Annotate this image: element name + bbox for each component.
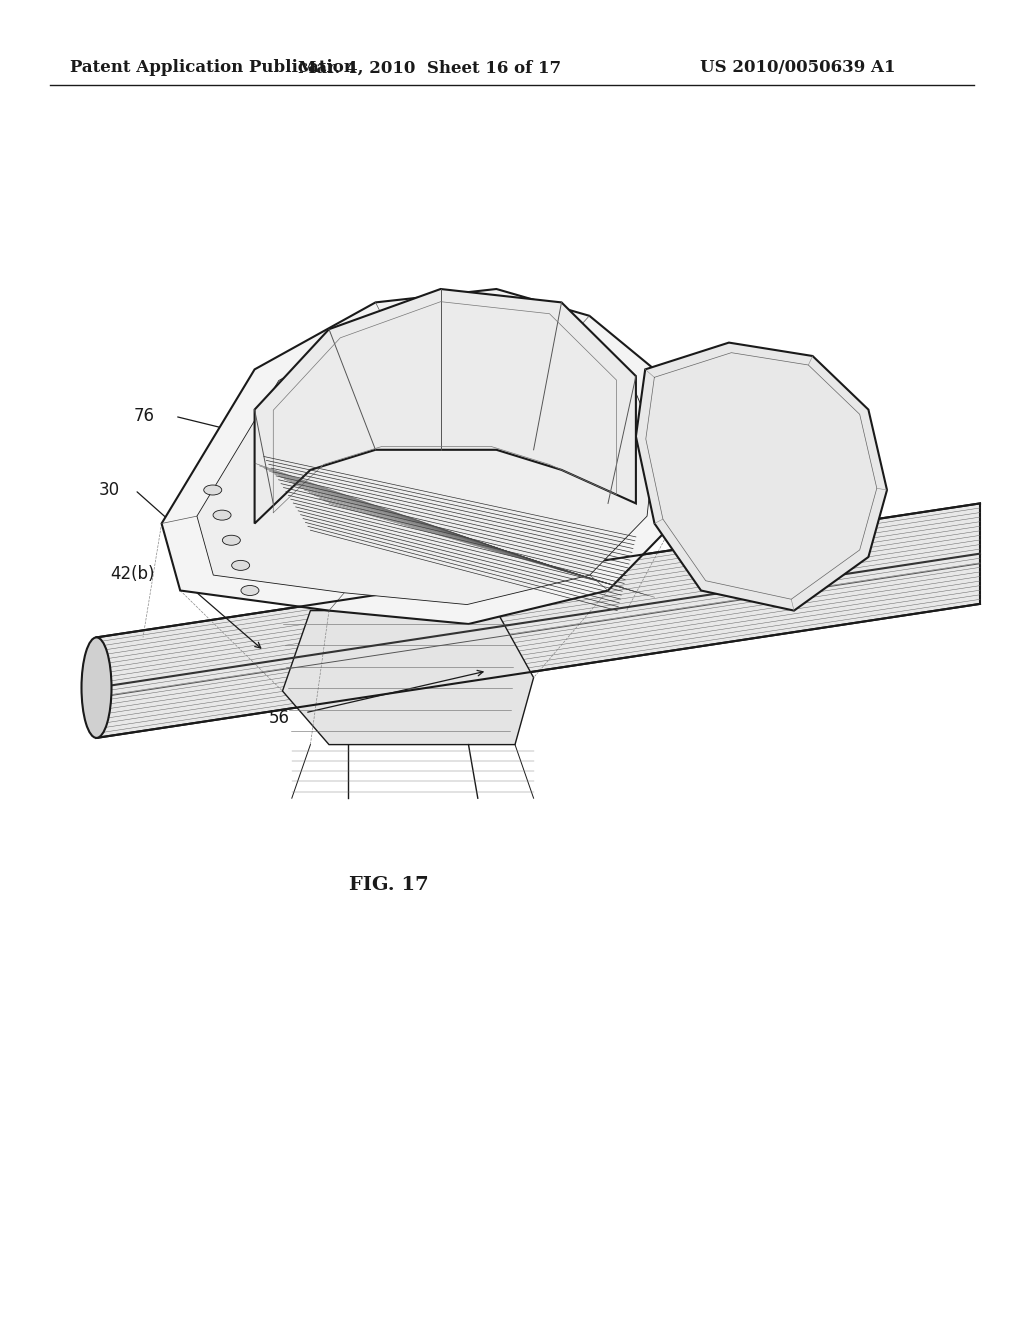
Ellipse shape bbox=[222, 535, 241, 545]
Ellipse shape bbox=[231, 561, 250, 570]
Polygon shape bbox=[283, 611, 534, 744]
Text: 56: 56 bbox=[269, 709, 290, 727]
Ellipse shape bbox=[204, 484, 222, 495]
Text: FIG. 17: FIG. 17 bbox=[349, 876, 429, 894]
Text: 76: 76 bbox=[134, 408, 155, 425]
Ellipse shape bbox=[213, 510, 231, 520]
Polygon shape bbox=[197, 310, 655, 605]
Text: US 2010/0050639 A1: US 2010/0050639 A1 bbox=[700, 59, 896, 77]
Ellipse shape bbox=[82, 638, 112, 738]
Text: 30: 30 bbox=[99, 480, 120, 499]
Polygon shape bbox=[636, 343, 887, 611]
Polygon shape bbox=[96, 503, 980, 738]
Polygon shape bbox=[255, 289, 636, 524]
Polygon shape bbox=[162, 289, 682, 624]
Text: Patent Application Publication: Patent Application Publication bbox=[70, 59, 356, 77]
Text: Mar. 4, 2010  Sheet 16 of 17: Mar. 4, 2010 Sheet 16 of 17 bbox=[298, 59, 561, 77]
Text: 42(b): 42(b) bbox=[111, 565, 155, 582]
Ellipse shape bbox=[241, 586, 259, 595]
